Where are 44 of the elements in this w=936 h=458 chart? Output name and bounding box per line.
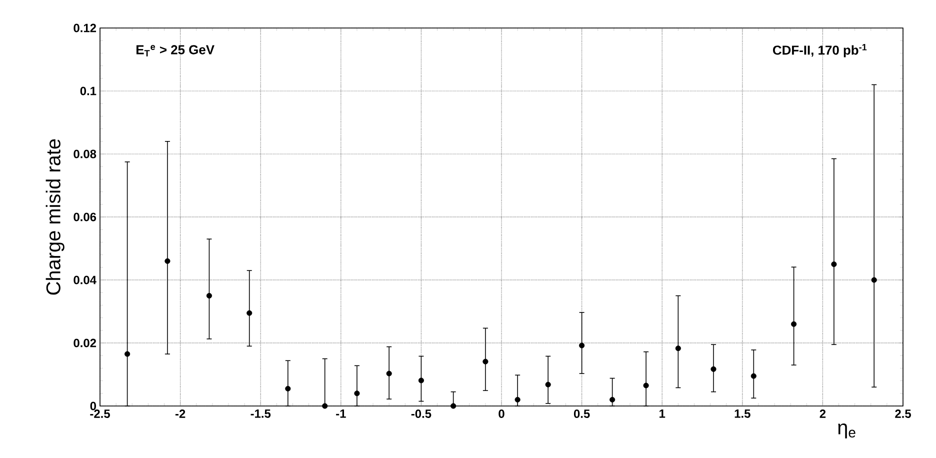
x-tick-label: -1.5 [250, 410, 271, 418]
point [450, 403, 456, 409]
y-tick-label: 0.04 [74, 276, 96, 284]
x-tick-label: 0 [498, 410, 504, 418]
y-tick-label: 0.06 [74, 212, 96, 222]
y-tick-label: 0 [90, 402, 96, 410]
x-tick-label: 2 [820, 410, 826, 418]
point [545, 382, 551, 388]
point [482, 358, 488, 364]
point [831, 261, 837, 268]
x-tick-label: -2 [175, 410, 186, 418]
x-tick-label: -0.5 [411, 410, 432, 418]
point [514, 396, 520, 402]
x-tick-label: 0.5 [574, 410, 590, 418]
point [164, 258, 170, 264]
point [246, 310, 252, 316]
point [643, 382, 649, 388]
point [750, 373, 756, 379]
y-tick-label: 0.08 [74, 150, 96, 158]
x-tick-label: 2.5 [895, 410, 911, 418]
point [206, 292, 212, 299]
y-tick-label: 0.02 [74, 338, 96, 348]
y-axis-title: Charge misid rate [46, 139, 64, 295]
x-axis-title: η$_{e}$ [838, 424, 856, 438]
point [710, 366, 716, 372]
point [386, 370, 392, 376]
x-tick-label: 1 [660, 410, 666, 418]
point [610, 396, 616, 402]
point [354, 390, 360, 396]
point [675, 346, 681, 352]
point [285, 386, 291, 392]
annotation: E$_{T}$$^{e}$ > 25 GeV [136, 45, 214, 56]
point [579, 342, 585, 348]
point [124, 351, 130, 357]
point [871, 277, 877, 283]
x-tick-label: -1 [336, 410, 346, 418]
point [791, 321, 797, 327]
y-tick-label: 0.1 [80, 86, 96, 96]
y-tick-label: 0.12 [74, 24, 96, 32]
point [322, 403, 328, 409]
x-tick-label: -2.5 [90, 410, 110, 418]
x-tick-label: 1.5 [734, 410, 750, 418]
annotation: CDF-II, 170 pb$^{-1}$ [772, 44, 867, 58]
point [418, 378, 424, 384]
